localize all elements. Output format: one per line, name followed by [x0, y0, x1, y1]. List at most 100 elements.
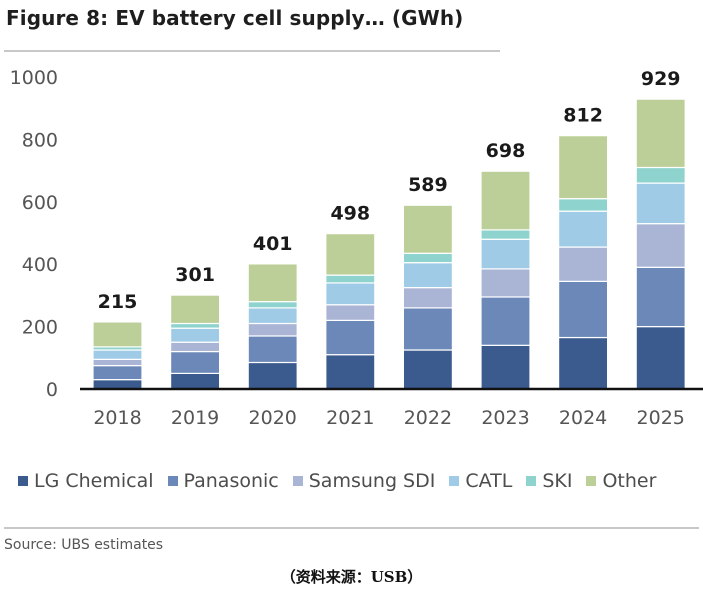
legend-label: Samsung SDI	[308, 470, 436, 492]
bar-segment-catl-2024	[557, 210, 609, 248]
x-tick-label: 2019	[171, 407, 219, 429]
x-tick-label: 2025	[637, 407, 685, 429]
legend-label: Panasonic	[183, 470, 279, 492]
bar-segment-lg-chemical-2021	[325, 354, 376, 390]
legend-label: Other	[602, 470, 657, 492]
bar-segment-panasonic-2022	[402, 307, 453, 351]
legend-item-samsung-sdi: Samsung SDI	[292, 470, 436, 492]
bar-segment-lg-chemical-2024	[557, 336, 609, 390]
legend-swatch	[167, 476, 178, 486]
bar-segment-ski-2020	[247, 301, 298, 309]
bar-segment-other-2024	[557, 135, 609, 200]
x-axis-ticks: 2018 2019 2020 2021 2022 2023 2024 2025	[93, 407, 685, 429]
bar-segment-catl-2021	[325, 282, 376, 306]
bar-segment-other-2018	[92, 321, 143, 348]
y-tick-label: 0	[46, 379, 58, 401]
bar-segment-other-2022	[402, 204, 453, 254]
x-tick-label: 2023	[481, 407, 529, 429]
total-label: 301	[175, 264, 215, 286]
legend-item-other: Other	[586, 470, 656, 492]
y-tick-label: 400	[22, 254, 58, 276]
legend: LG Chemical Panasonic Samsung SDI CATL SKI Ot…	[18, 470, 670, 492]
bar-stack-2025	[635, 98, 686, 390]
caption: （资料来源：USB）	[280, 568, 423, 586]
bar-segment-lg-chemical-2023	[480, 344, 531, 390]
total-label: 698	[486, 140, 526, 162]
bar-segment-panasonic-2020	[247, 335, 298, 364]
legend-swatch	[526, 476, 537, 486]
bar-segment-lg-chemical-2019	[170, 372, 221, 390]
total-label: 498	[330, 203, 370, 225]
title-divider	[4, 50, 500, 52]
bar-segment-ski-2025	[635, 166, 686, 184]
legend-swatch	[18, 476, 28, 486]
bar-segment-other-2023	[480, 170, 531, 231]
total-labels: 215 301 401 498 589 698 812 929	[98, 68, 681, 313]
bar-segment-panasonic-2025	[635, 266, 686, 328]
bar-stack-2019	[170, 294, 221, 390]
legend-swatch	[292, 476, 303, 486]
bar-stack-2022	[402, 204, 453, 390]
bar-segment-ski-2019	[170, 322, 221, 329]
bar-segment-catl-2022	[402, 262, 453, 289]
chart-title: Figure 8: EV battery cell supply… (GWh)	[6, 6, 464, 30]
legend-swatch	[449, 476, 460, 486]
bar-segment-samsung-sdi-2022	[402, 287, 453, 309]
x-tick-label: 2022	[404, 407, 452, 429]
footer-divider	[4, 527, 699, 529]
total-label: 929	[641, 68, 681, 90]
legend-label: CATL	[465, 470, 513, 492]
bar-segment-other-2019	[170, 294, 221, 325]
legend-label: LG Chemical	[34, 470, 154, 492]
y-tick-label: 200	[22, 317, 58, 339]
bar-segment-other-2025	[635, 98, 686, 169]
total-label: 589	[408, 174, 448, 196]
bar-segment-ski-2023	[480, 229, 531, 240]
x-tick-label: 2018	[93, 407, 141, 429]
bar-segment-panasonic-2021	[325, 319, 376, 356]
bar-segment-panasonic-2023	[480, 296, 531, 346]
bar-segment-lg-chemical-2022	[402, 349, 453, 390]
bar-segment-ski-2024	[557, 198, 609, 212]
x-tick-label: 2020	[249, 407, 297, 429]
stacked-bar-chart: 0 200 400 600 800 1000 215 301 401 498 589 698 812 9…	[10, 67, 703, 429]
bar-segment-samsung-sdi-2019	[170, 341, 221, 353]
bar-segment-samsung-sdi-2020	[247, 322, 298, 337]
bar-segment-panasonic-2018	[92, 365, 143, 381]
legend-item-catl: CATL	[449, 470, 512, 492]
bar-segment-other-2020	[247, 263, 298, 303]
bar-segment-catl-2025	[635, 182, 686, 225]
bar-segment-samsung-sdi-2021	[325, 304, 376, 321]
bar-segment-samsung-sdi-2024	[557, 246, 609, 282]
legend-item-panasonic: Panasonic	[167, 470, 279, 492]
bar-segment-lg-chemical-2025	[635, 326, 686, 390]
bar-segment-samsung-sdi-2023	[480, 268, 531, 298]
source-note: Source: UBS estimates	[4, 537, 164, 553]
y-axis-ticks: 0 200 400 600 800 1000	[10, 67, 58, 401]
bar-segment-catl-2019	[170, 327, 221, 343]
bar-segment-samsung-sdi-2025	[635, 223, 686, 268]
bar-segment-samsung-sdi-2018	[92, 358, 143, 367]
total-label: 812	[563, 105, 603, 127]
total-label: 215	[98, 291, 138, 313]
x-tick-label: 2021	[326, 407, 374, 429]
total-label: 401	[253, 233, 293, 255]
bar-stack-2020	[247, 263, 298, 390]
bar-segment-lg-chemical-2018	[92, 379, 143, 390]
bar-stack-2023	[480, 170, 531, 390]
bar-stack-2018	[92, 321, 143, 390]
x-tick-label: 2024	[559, 407, 607, 429]
bar-segment-other-2021	[325, 233, 376, 276]
legend-item-ski: SKI	[526, 470, 572, 492]
legend-swatch	[586, 476, 597, 486]
bar-segment-panasonic-2024	[557, 280, 609, 339]
bar-segment-ski-2022	[402, 252, 453, 264]
bars	[92, 98, 686, 390]
y-tick-label: 1000	[10, 67, 58, 89]
bar-segment-ski-2021	[325, 274, 376, 284]
bar-segment-catl-2023	[480, 238, 531, 270]
bar-segment-catl-2020	[247, 307, 298, 325]
bar-stack-2021	[325, 233, 376, 390]
bar-segment-lg-chemical-2020	[247, 361, 298, 390]
y-tick-label: 800	[22, 129, 58, 151]
